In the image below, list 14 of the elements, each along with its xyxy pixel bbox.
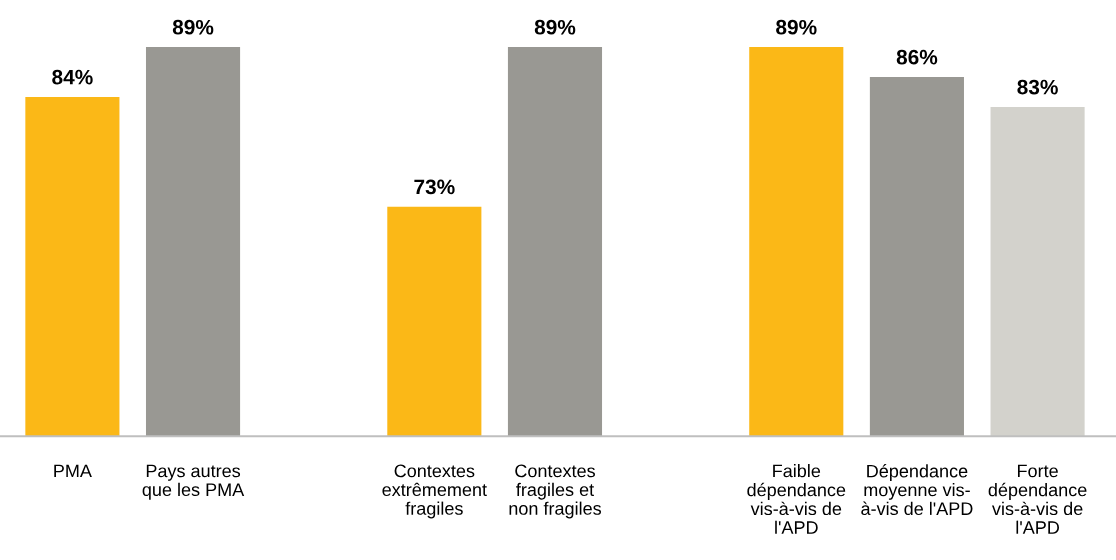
x-tick-label: Contextes fragiles et non fragiles (509, 464, 602, 519)
data-label: 83% (1017, 79, 1058, 95)
x-tick-label: Forte dépendance vis-à-vis de l'APD (988, 464, 1087, 534)
data-label: 89% (534, 19, 576, 35)
data-label: 73% (414, 179, 455, 195)
data-label: 86% (896, 49, 938, 65)
x-tick-label: Pays autres que les PMA (142, 464, 245, 500)
data-label: 84% (52, 69, 93, 85)
data-label: 89% (776, 19, 817, 35)
x-tick-label: Contextes extrêmement fragiles (382, 464, 487, 519)
data-label: 89% (172, 19, 214, 35)
x-tick-label: Faible dépendance vis-à-vis de l'APD (747, 464, 846, 534)
x-tick-label: PMA (54, 464, 92, 478)
x-tick-label: Dépendance moyenne vis- à-vis de l'APD (861, 464, 973, 516)
